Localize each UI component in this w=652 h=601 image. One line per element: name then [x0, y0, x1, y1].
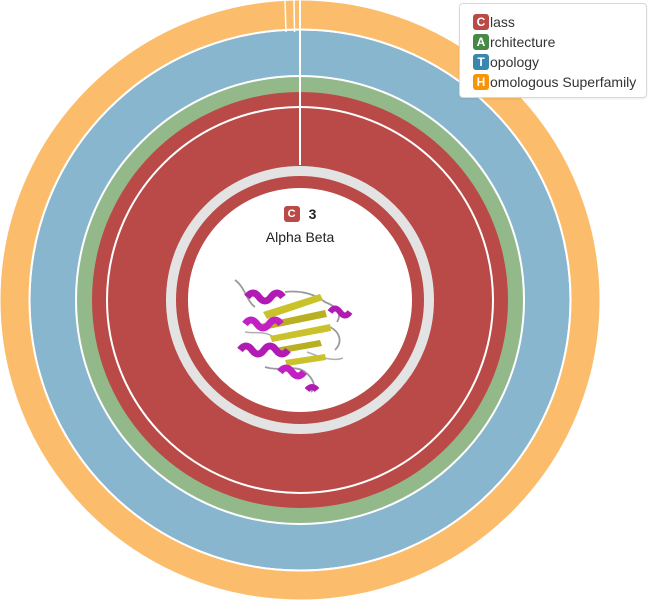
hierarchy-legend: C lass A rchitecture T opology H omologo…: [459, 3, 647, 98]
legend-item-superfamily[interactable]: H omologous Superfamily: [473, 72, 646, 92]
topology-badge: T: [473, 54, 489, 70]
legend-label: lass: [490, 14, 515, 30]
selected-node-id: C 3: [200, 203, 400, 225]
architecture-badge: A: [473, 34, 489, 50]
inner-ring: [166, 166, 434, 434]
segment-boundary: [293, 0, 296, 33]
legend-item-class[interactable]: C lass: [473, 12, 646, 32]
legend-item-topology[interactable]: T opology: [473, 52, 646, 72]
legend-label: opology: [490, 54, 540, 70]
legend-item-architecture[interactable]: A rchitecture: [473, 32, 646, 52]
superfamily-badge: H: [473, 74, 489, 90]
segment-boundary: [284, 0, 287, 33]
class-badge: C: [283, 206, 300, 222]
node-number: 3: [308, 206, 317, 222]
legend-label: omologous Superfamily: [490, 74, 637, 90]
protein-structure-image: [234, 279, 353, 393]
selected-node-info: C 3 Alpha Beta: [200, 203, 400, 245]
class-badge: C: [473, 14, 489, 30]
legend-label: rchitecture: [490, 34, 556, 50]
node-name: Alpha Beta: [265, 229, 335, 245]
